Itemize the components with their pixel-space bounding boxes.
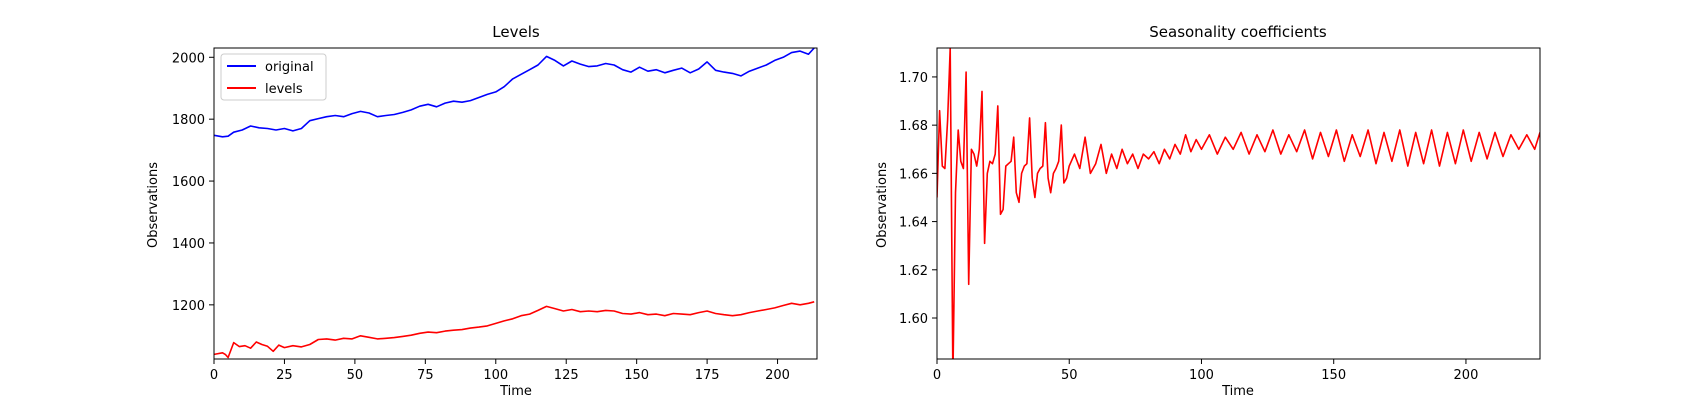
series-line-series-0: [937, 48, 1540, 359]
seasonality-chart: Seasonality coefficients Time Observatio…: [875, 23, 1541, 399]
x-tick-label: 200: [765, 368, 790, 383]
y-tick-label: 1.60: [899, 312, 928, 327]
x-tick-label: 25: [276, 368, 293, 383]
y-tick-label: 1800: [172, 113, 205, 128]
legend-label-original: original: [265, 60, 314, 75]
y-tick-label: 1200: [172, 299, 205, 314]
plot-frame: [936, 47, 1541, 360]
x-tick-label: 150: [1321, 368, 1346, 383]
y-tick-label: 2000: [172, 51, 205, 66]
legend: original levels: [220, 53, 327, 101]
x-tick-label: 0: [933, 368, 941, 383]
x-axis-label: Time: [1221, 384, 1254, 399]
y-tick-label: 1.64: [899, 216, 928, 231]
y-axis-label: Observations: [875, 162, 890, 248]
y-tick-label: 1.68: [899, 119, 928, 134]
series-line-levels: [214, 301, 815, 359]
y-tick-label: 1.62: [899, 264, 928, 279]
x-tick-label: 100: [483, 368, 508, 383]
x-tick-label: 0: [210, 368, 218, 383]
legend-label-levels: levels: [265, 82, 303, 97]
x-tick-label: 50: [347, 368, 364, 383]
series-layer: [214, 48, 815, 359]
y-tick-label: 1.66: [899, 167, 928, 182]
levels-chart: Levels Time Observations 0 25 50 75 100 125 15…: [146, 23, 818, 399]
x-tick-label: 100: [1189, 368, 1214, 383]
x-tick-label: 50: [1061, 368, 1078, 383]
x-tick-label: 125: [554, 368, 579, 383]
series-layer: [937, 48, 1540, 359]
x-tick-label: 75: [417, 368, 434, 383]
x-tick-label: 175: [695, 368, 720, 383]
series-line-original: [214, 48, 815, 138]
y-tick-label: 1400: [172, 237, 205, 252]
plot-frame: [213, 47, 818, 360]
y-tick-label: 1.70: [899, 71, 928, 86]
y-axis-label: Observations: [146, 162, 161, 248]
x-tick-label: 150: [624, 368, 649, 383]
axis-ticks: 0 50 100 150 200 1.60 1.62 1.64 1.66 1.68 1.70: [899, 71, 1478, 383]
axis-ticks: 0 25 50 75 100 125 150 175 200 1200 1400 1600 1800 20…: [172, 51, 790, 383]
chart-title: Levels: [492, 23, 540, 41]
y-tick-label: 1600: [172, 175, 205, 190]
chart-title: Seasonality coefficients: [1149, 23, 1327, 41]
x-tick-label: 200: [1454, 368, 1479, 383]
x-axis-label: Time: [499, 384, 532, 399]
